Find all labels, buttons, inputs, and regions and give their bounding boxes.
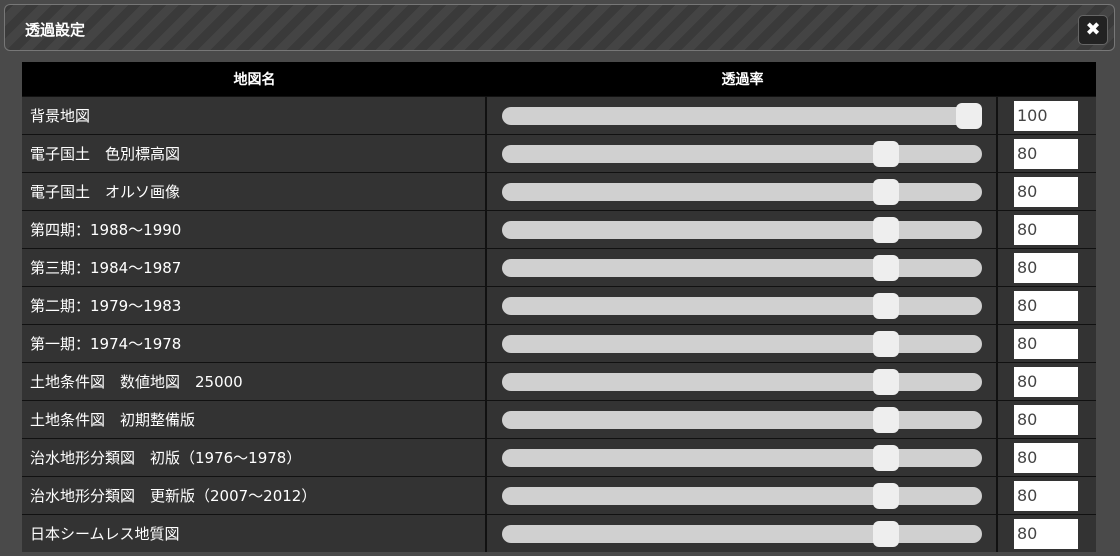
map-name: 治水地形分類図 更新版（2007〜2012）: [22, 477, 487, 514]
table-row: 日本シームレス地質図: [22, 514, 1096, 552]
table-row: 土地条件図 数値地図 25000: [22, 362, 1096, 400]
map-name: 電子国土 オルソ画像: [22, 173, 487, 210]
table-row: 背景地図: [22, 96, 1096, 134]
opacity-slider[interactable]: [502, 216, 982, 243]
slider-thumb[interactable]: [873, 178, 899, 205]
dialog-title-bar[interactable]: 透過設定 ✖: [4, 4, 1115, 51]
opacity-input[interactable]: [1014, 100, 1078, 131]
table-row: 電子国土 オルソ画像: [22, 172, 1096, 210]
opacity-slider[interactable]: [502, 102, 982, 129]
opacity-input[interactable]: [1014, 480, 1078, 511]
slider-thumb[interactable]: [873, 330, 899, 357]
opacity-slider[interactable]: [502, 520, 982, 547]
opacity-table: 地図名 透過率 背景地図 電子国土 色別標高図 電子国土 オルソ画像 第四期：1…: [22, 62, 1096, 552]
slider-thumb[interactable]: [873, 406, 899, 433]
map-name: 第四期：1988〜1990: [22, 211, 487, 248]
table-row: 電子国土 色別標高図: [22, 134, 1096, 172]
opacity-input[interactable]: [1014, 214, 1078, 245]
opacity-slider[interactable]: [502, 482, 982, 509]
slider-thumb[interactable]: [873, 140, 899, 167]
header-opacity: 透過率: [721, 72, 764, 88]
slider-thumb[interactable]: [873, 520, 899, 547]
map-name: 土地条件図 初期整備版: [22, 401, 487, 438]
map-name: 第一期：1974〜1978: [22, 325, 487, 362]
opacity-input[interactable]: [1014, 138, 1078, 169]
map-name: 日本シームレス地質図: [22, 515, 487, 552]
table-row: 第四期：1988〜1990: [22, 210, 1096, 248]
opacity-slider[interactable]: [502, 292, 982, 319]
map-name: 背景地図: [22, 97, 487, 134]
opacity-input[interactable]: [1014, 252, 1078, 283]
table-row: 第二期：1979〜1983: [22, 286, 1096, 324]
opacity-slider[interactable]: [502, 178, 982, 205]
opacity-slider[interactable]: [502, 140, 982, 167]
slider-thumb[interactable]: [873, 444, 899, 471]
opacity-slider[interactable]: [502, 368, 982, 395]
table-header: 地図名 透過率: [22, 62, 1096, 96]
opacity-input[interactable]: [1014, 442, 1078, 473]
opacity-input[interactable]: [1014, 176, 1078, 207]
header-map-name: 地図名: [233, 72, 276, 88]
opacity-input[interactable]: [1014, 518, 1078, 549]
table-row: 第一期：1974〜1978: [22, 324, 1096, 362]
table-row: 第三期：1984〜1987: [22, 248, 1096, 286]
opacity-input[interactable]: [1014, 290, 1078, 321]
opacity-slider[interactable]: [502, 254, 982, 281]
map-name: 治水地形分類図 初版（1976〜1978）: [22, 439, 487, 476]
slider-thumb[interactable]: [873, 368, 899, 395]
map-name: 電子国土 色別標高図: [22, 135, 487, 172]
dialog-title: 透過設定: [25, 21, 86, 39]
opacity-input[interactable]: [1014, 328, 1078, 359]
table-row: 治水地形分類図 初版（1976〜1978）: [22, 438, 1096, 476]
slider-thumb[interactable]: [873, 292, 899, 319]
slider-thumb[interactable]: [873, 216, 899, 243]
close-icon[interactable]: ✖: [1078, 15, 1108, 45]
opacity-slider[interactable]: [502, 330, 982, 357]
map-name: 第三期：1984〜1987: [22, 249, 487, 286]
table-row: 治水地形分類図 更新版（2007〜2012）: [22, 476, 1096, 514]
slider-thumb[interactable]: [873, 254, 899, 281]
table-row: 土地条件図 初期整備版: [22, 400, 1096, 438]
slider-thumb[interactable]: [956, 102, 982, 129]
map-name: 第二期：1979〜1983: [22, 287, 487, 324]
opacity-input[interactable]: [1014, 366, 1078, 397]
opacity-input[interactable]: [1014, 404, 1078, 435]
opacity-slider[interactable]: [502, 444, 982, 471]
map-name: 土地条件図 数値地図 25000: [22, 363, 487, 400]
slider-thumb[interactable]: [873, 482, 899, 509]
opacity-slider[interactable]: [502, 406, 982, 433]
